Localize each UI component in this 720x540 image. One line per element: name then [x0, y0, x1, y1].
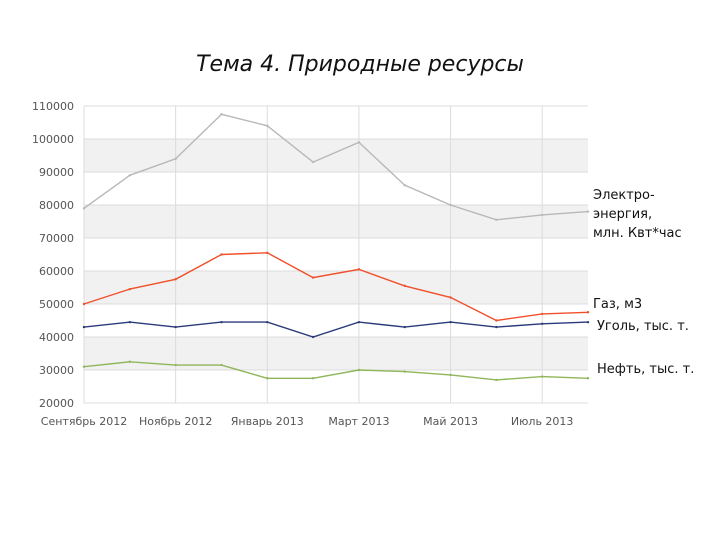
data-point	[128, 360, 132, 363]
data-point	[174, 325, 177, 329]
series-lines	[82, 113, 590, 382]
data-point	[586, 320, 590, 324]
y-tick-label: 40000	[39, 331, 74, 344]
data-point	[220, 113, 223, 116]
data-point	[357, 141, 361, 144]
data-point	[220, 363, 223, 367]
data-point	[495, 325, 498, 329]
x-tick-label: Январь 2013	[231, 415, 304, 428]
data-point	[266, 124, 269, 128]
series-label-gas: Газ, м3	[593, 297, 643, 312]
data-point	[449, 320, 452, 324]
data-point	[540, 322, 544, 325]
y-tick-label: 80000	[39, 199, 74, 212]
grid-band	[84, 337, 588, 370]
x-axis-ticks: Сентябрь 2012 Ноябрь 2012 Январь 2013 Март …	[41, 415, 574, 428]
data-point	[357, 368, 361, 372]
vertical-gridlines	[83, 106, 543, 403]
x-tick-label: Сентябрь 2012	[41, 415, 127, 428]
y-tick-label: 20000	[39, 397, 74, 410]
data-point	[586, 311, 590, 314]
x-tick-label: Март 2013	[328, 415, 389, 428]
data-point	[449, 373, 452, 377]
data-point	[540, 213, 544, 217]
data-point	[311, 377, 315, 380]
data-point	[128, 320, 132, 324]
data-point	[403, 284, 406, 288]
data-point	[266, 320, 269, 324]
data-point	[82, 365, 86, 368]
data-point	[311, 276, 315, 279]
data-point	[357, 320, 361, 324]
series-line-3	[83, 361, 589, 381]
y-tick-label: 50000	[39, 298, 74, 311]
data-point	[128, 174, 132, 177]
series-label-oil: Нефть, тыс. т.	[597, 362, 695, 377]
data-point	[586, 377, 590, 380]
grid-band	[84, 271, 588, 304]
data-point	[174, 157, 177, 160]
data-point	[449, 203, 452, 207]
y-axis-ticks: 20000 30000 40000 50000 60000 70000 80000 90000…	[32, 100, 74, 410]
y-tick-label: 90000	[39, 166, 74, 179]
data-point	[266, 377, 269, 380]
data-point	[403, 325, 406, 329]
series-line-1	[83, 252, 589, 322]
series-label-coal: Уголь, тыс. т.	[597, 319, 689, 334]
data-point	[586, 210, 590, 213]
data-point	[495, 218, 498, 222]
data-point	[357, 268, 361, 271]
data-point	[266, 251, 269, 255]
grid-band	[84, 139, 588, 172]
x-tick-label: Май 2013	[423, 415, 478, 428]
data-point	[82, 302, 86, 306]
series-line-2	[83, 321, 589, 338]
data-point	[311, 335, 315, 339]
grid-band	[84, 205, 588, 238]
data-point	[495, 378, 498, 382]
data-point	[403, 370, 406, 373]
data-point	[174, 278, 177, 281]
grid-bands	[84, 139, 588, 370]
y-tick-label: 30000	[39, 364, 74, 377]
horizontal-gridlines	[84, 105, 588, 404]
data-point	[220, 253, 223, 256]
y-tick-label: 110000	[32, 100, 74, 113]
data-point	[495, 319, 498, 322]
y-tick-label: 60000	[39, 265, 74, 278]
data-point	[82, 325, 86, 329]
data-point	[540, 312, 544, 316]
x-tick-label: Ноябрь 2012	[139, 415, 212, 428]
y-tick-label: 100000	[32, 133, 74, 146]
data-point	[82, 207, 86, 210]
data-point	[220, 320, 223, 324]
y-tick-label: 70000	[39, 232, 74, 245]
series-label-electricity: Электро- энергия, млн. Квт*час	[593, 188, 682, 241]
series-line-0	[83, 113, 589, 221]
data-point	[174, 363, 177, 367]
data-point	[128, 287, 132, 291]
data-point	[540, 375, 544, 378]
data-point	[449, 296, 452, 299]
data-point	[403, 184, 406, 187]
data-point	[311, 160, 315, 164]
x-tick-label: Июль 2013	[511, 415, 574, 428]
chart-title: Тема 4. Природные ресурсы	[196, 52, 524, 77]
